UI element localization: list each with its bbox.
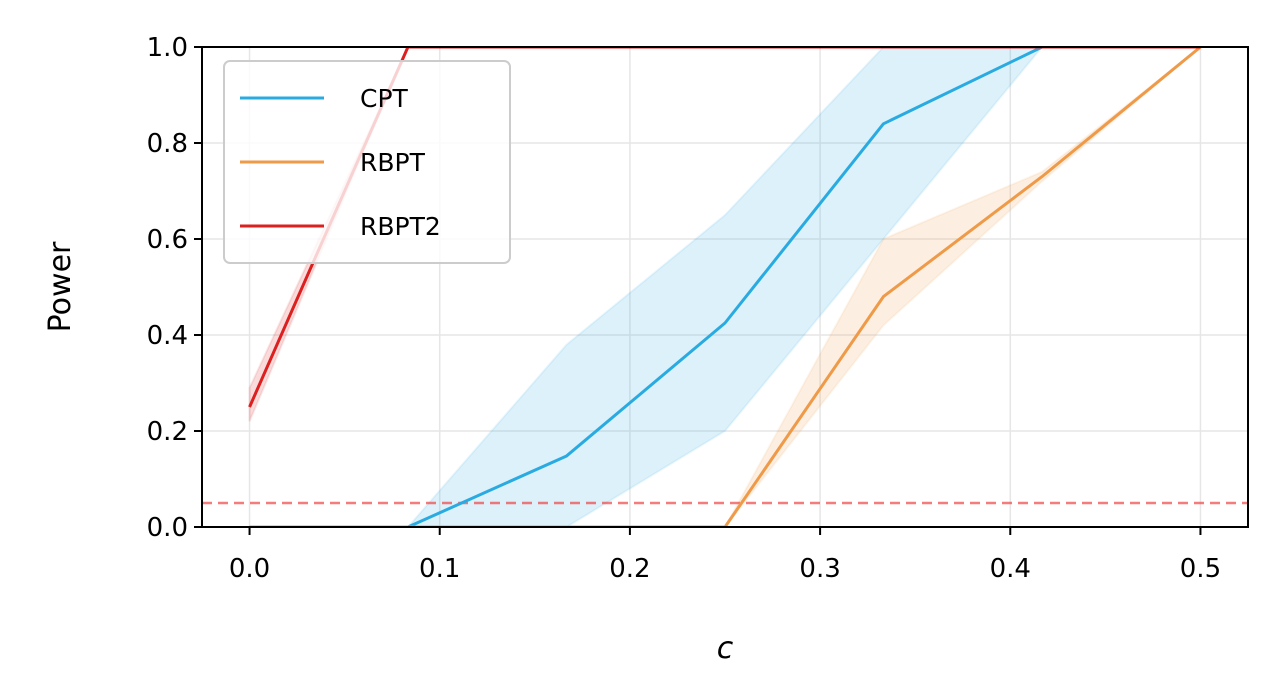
legend-label-cpt: CPT <box>360 84 409 113</box>
x-axis-ticks: 0.0 0.1 0.2 0.3 0.4 0.5 <box>229 527 1221 584</box>
x-axis-label: c <box>717 631 734 666</box>
y-tick-label: 0.8 <box>147 129 188 159</box>
legend-label-rbpt2: RBPT2 <box>360 212 441 241</box>
legend-box <box>223 60 511 264</box>
plot-frame <box>201 46 1249 528</box>
y-tick-label: 0.6 <box>147 225 188 255</box>
legend-label-rbpt: RBPT <box>360 148 426 177</box>
x-tick-label: 0.2 <box>609 554 650 584</box>
x-tick-label: 0.4 <box>990 554 1031 584</box>
x-tick-label: 0.3 <box>799 554 840 584</box>
x-tick-label: 0.1 <box>419 554 460 584</box>
series-line-cpt <box>249 47 1201 527</box>
y-axis-ticks: 0.0 0.2 0.4 0.6 0.8 1.0 <box>147 33 202 543</box>
y-axis-label: Power <box>43 241 78 332</box>
x-tick-label: 0.5 <box>1180 554 1221 584</box>
confidence-bands <box>248 47 1202 527</box>
series-line-rbpt <box>249 47 1202 527</box>
y-tick-label: 1.0 <box>147 33 188 63</box>
series-lines <box>248 47 1202 527</box>
y-tick-label: 0.4 <box>147 321 188 351</box>
x-tick-label: 0.0 <box>229 554 270 584</box>
y-tick-label: 0.0 <box>147 513 188 543</box>
confidence-band-cpt <box>249 47 1201 527</box>
legend: CPT RBPT RBPT2 <box>223 60 511 264</box>
y-tick-label: 0.2 <box>147 417 188 447</box>
